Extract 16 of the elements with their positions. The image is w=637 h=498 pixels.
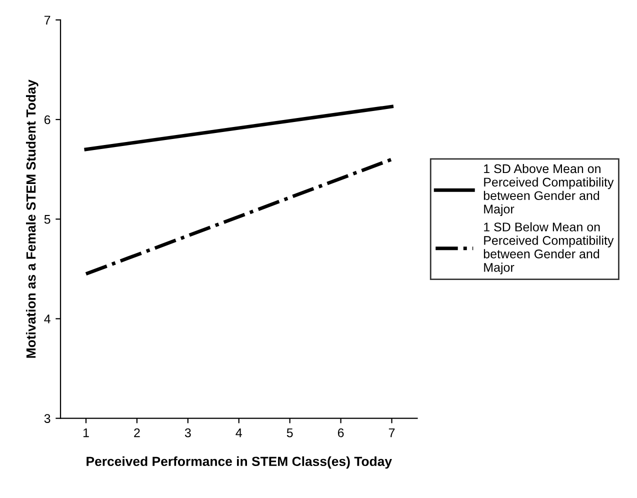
x-tick-label: 4 bbox=[236, 428, 242, 438]
x-tick-label: 1 bbox=[83, 428, 89, 438]
y-tick-label: 5 bbox=[44, 215, 50, 224]
x-axis-title: Perceived Performance in STEM Class(es) Today bbox=[86, 456, 392, 469]
x-tick-label: 3 bbox=[184, 428, 191, 438]
x-tick-label: 7 bbox=[388, 428, 395, 438]
legend-label: 1 SD Above Mean on Perceived Compatibility between Gender and Major bbox=[484, 164, 614, 216]
x-tick-label: 2 bbox=[134, 428, 140, 438]
y-axis-title: Motivation as a Female STEM Student Today bbox=[26, 80, 38, 358]
x-tick-label: 5 bbox=[286, 428, 293, 438]
y-tick-label: 3 bbox=[44, 414, 50, 423]
y-tick-label: 4 bbox=[44, 314, 50, 324]
legend-label: 1 SD Below Mean on Perceived Compatibility between Gender and Major bbox=[484, 222, 614, 274]
y-tick-label: 7 bbox=[44, 16, 50, 24]
x-tick-label: 6 bbox=[338, 428, 344, 438]
y-tick-label: 6 bbox=[44, 115, 50, 124]
